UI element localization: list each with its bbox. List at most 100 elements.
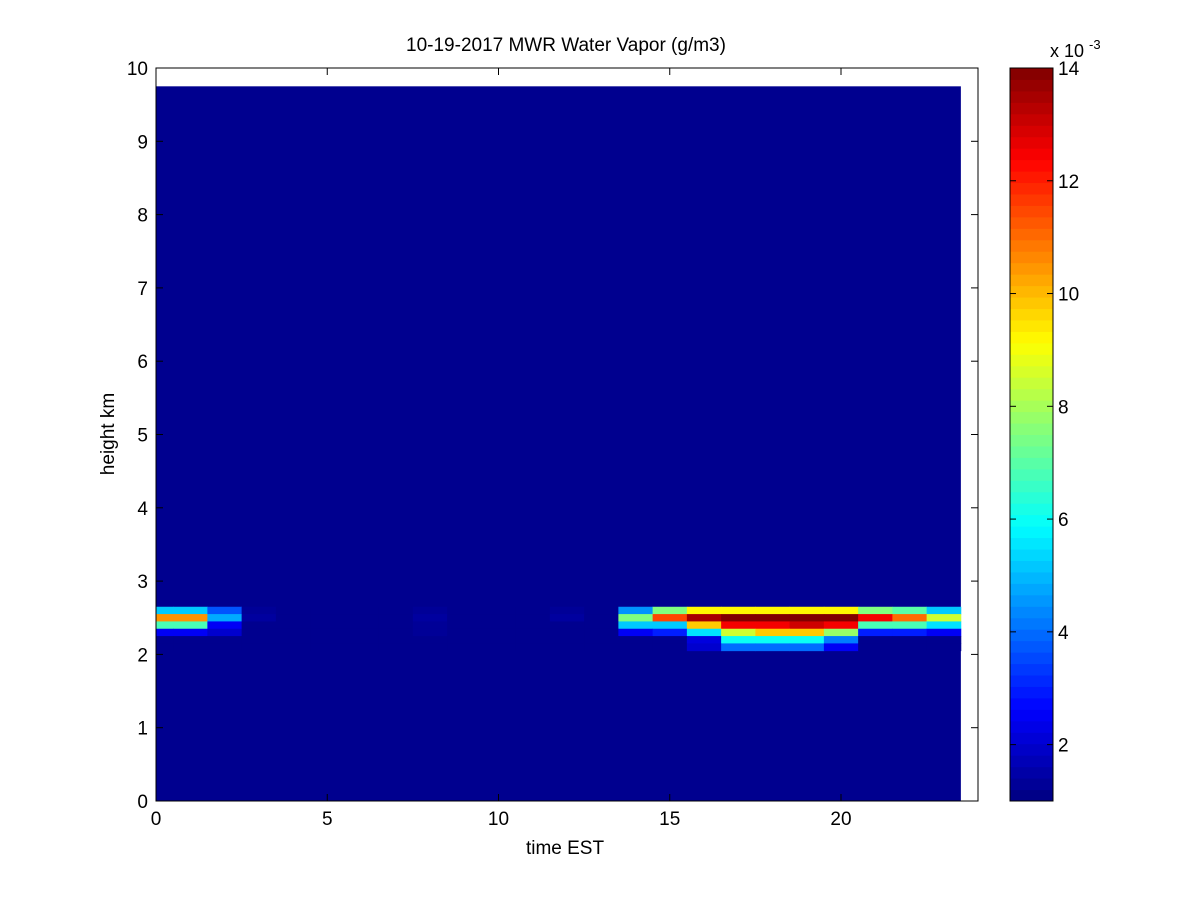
heatmap-cell bbox=[447, 614, 482, 622]
heatmap-cell bbox=[858, 628, 893, 637]
heatmap-cell bbox=[789, 606, 825, 615]
heatmap-cell bbox=[721, 636, 756, 644]
heatmap-cell bbox=[652, 621, 688, 630]
heatmap-cell bbox=[858, 636, 893, 644]
colorbar-band bbox=[1010, 342, 1053, 355]
heatmap-cell bbox=[378, 643, 414, 652]
heatmap-cell bbox=[755, 621, 791, 630]
heatmap-cell bbox=[926, 636, 962, 644]
colorbar-band bbox=[1010, 285, 1053, 298]
heatmap-cell bbox=[447, 621, 482, 630]
x-tick-label: 15 bbox=[659, 809, 680, 830]
heatmap-cell bbox=[823, 628, 859, 637]
heatmap-cell bbox=[344, 636, 380, 644]
heatmap-cell bbox=[173, 606, 208, 615]
colorbar-band bbox=[1010, 766, 1053, 779]
colorbar-band bbox=[1010, 778, 1053, 791]
colorbar-band bbox=[1010, 560, 1053, 573]
colorbar-band bbox=[1010, 388, 1053, 401]
colorbar-band bbox=[1010, 514, 1053, 527]
colorbar-band bbox=[1010, 423, 1053, 435]
colorbar-band bbox=[1010, 526, 1053, 539]
colorbar-tick-label: 10 bbox=[1058, 285, 1079, 306]
heatmap-cell bbox=[412, 643, 448, 652]
colorbar-band bbox=[1010, 68, 1053, 80]
heatmap-cell bbox=[173, 621, 208, 630]
colorbar-band bbox=[1010, 365, 1053, 378]
heatmap-cell bbox=[447, 643, 482, 652]
heatmap-cell bbox=[241, 606, 277, 615]
colorbar-band bbox=[1010, 445, 1053, 458]
heatmap-cell bbox=[481, 628, 517, 637]
heatmap-cell bbox=[310, 606, 345, 615]
heatmap-cell bbox=[584, 643, 619, 652]
colorbar-band bbox=[1010, 629, 1053, 642]
heatmap-cell bbox=[686, 621, 722, 630]
heatmap-cell bbox=[789, 628, 825, 637]
heatmap-cell bbox=[207, 628, 243, 637]
heatmap-cell bbox=[652, 628, 688, 637]
heatmap-cell bbox=[789, 614, 825, 622]
heatmap-cell bbox=[823, 621, 859, 630]
colorbar-band bbox=[1010, 182, 1053, 195]
heatmap-cell bbox=[412, 636, 448, 644]
heatmap-cell bbox=[721, 621, 756, 630]
heatmap-cell bbox=[207, 621, 243, 630]
heatmap-cell bbox=[275, 614, 311, 622]
heatmap-cell bbox=[686, 628, 722, 637]
heatmap-cell bbox=[481, 606, 517, 615]
heatmap-cell bbox=[584, 621, 619, 630]
heatmap-cell bbox=[721, 614, 756, 622]
heatmap-cell bbox=[173, 614, 208, 622]
heatmap-cell bbox=[310, 643, 345, 652]
y-tick-label: 5 bbox=[137, 426, 148, 447]
heatmap-cell bbox=[515, 643, 551, 652]
colorbar-band bbox=[1010, 377, 1053, 390]
colorbar-tick-label: 4 bbox=[1058, 623, 1069, 644]
heatmap-cell bbox=[926, 628, 962, 637]
heatmap-cell bbox=[207, 643, 243, 652]
heatmap-cell bbox=[481, 614, 517, 622]
colorbar-gradient bbox=[1010, 68, 1053, 802]
colorbar-multiplier: x 10 -3 bbox=[1050, 37, 1101, 61]
heatmap-cell bbox=[156, 606, 174, 615]
x-tick-labels: 0 5 10 15 20 bbox=[151, 809, 852, 830]
heatmap-cell bbox=[412, 606, 448, 615]
heatmap-cell bbox=[823, 636, 859, 644]
heatmap-cell bbox=[584, 636, 619, 644]
colorbar-band bbox=[1010, 606, 1053, 619]
colorbar-band bbox=[1010, 583, 1053, 596]
heatmap-cell bbox=[344, 606, 380, 615]
y-tick-label: 0 bbox=[137, 792, 148, 813]
heatmap-cell bbox=[275, 643, 311, 652]
heatmap-cell bbox=[447, 606, 482, 615]
heatmap-cell bbox=[686, 643, 722, 652]
heatmap-cell bbox=[652, 636, 688, 644]
heatmap-cell bbox=[858, 614, 893, 622]
heatmap-cell bbox=[549, 636, 585, 644]
heatmap-cell bbox=[549, 643, 585, 652]
heatmap-cell bbox=[549, 628, 585, 637]
colorbar-band bbox=[1010, 148, 1053, 161]
y-tick-label: 10 bbox=[127, 59, 148, 80]
heatmap-cell bbox=[618, 621, 654, 630]
plot-frame bbox=[155, 67, 979, 802]
heatmap-cell bbox=[310, 628, 345, 637]
heatmap-cell bbox=[344, 628, 380, 637]
heatmap-cell bbox=[755, 636, 791, 644]
colorbar-band bbox=[1010, 251, 1053, 264]
heatmap-cell bbox=[549, 606, 585, 615]
colorbar-band bbox=[1010, 136, 1053, 149]
heatmap-cell bbox=[755, 628, 791, 637]
colorbar-band bbox=[1010, 789, 1053, 802]
heatmap-cell bbox=[789, 643, 825, 652]
colorbar-band bbox=[1010, 720, 1053, 733]
colorbar-band bbox=[1010, 331, 1053, 344]
heatmap-cell bbox=[310, 636, 345, 644]
heatmap-cell bbox=[515, 606, 551, 615]
x-tick-label: 5 bbox=[322, 809, 333, 830]
colorbar-band bbox=[1010, 239, 1053, 252]
colorbar-tick-label: 14 bbox=[1058, 59, 1080, 80]
colorbar-band bbox=[1010, 262, 1053, 275]
x-axis-label: time EST bbox=[526, 838, 605, 859]
